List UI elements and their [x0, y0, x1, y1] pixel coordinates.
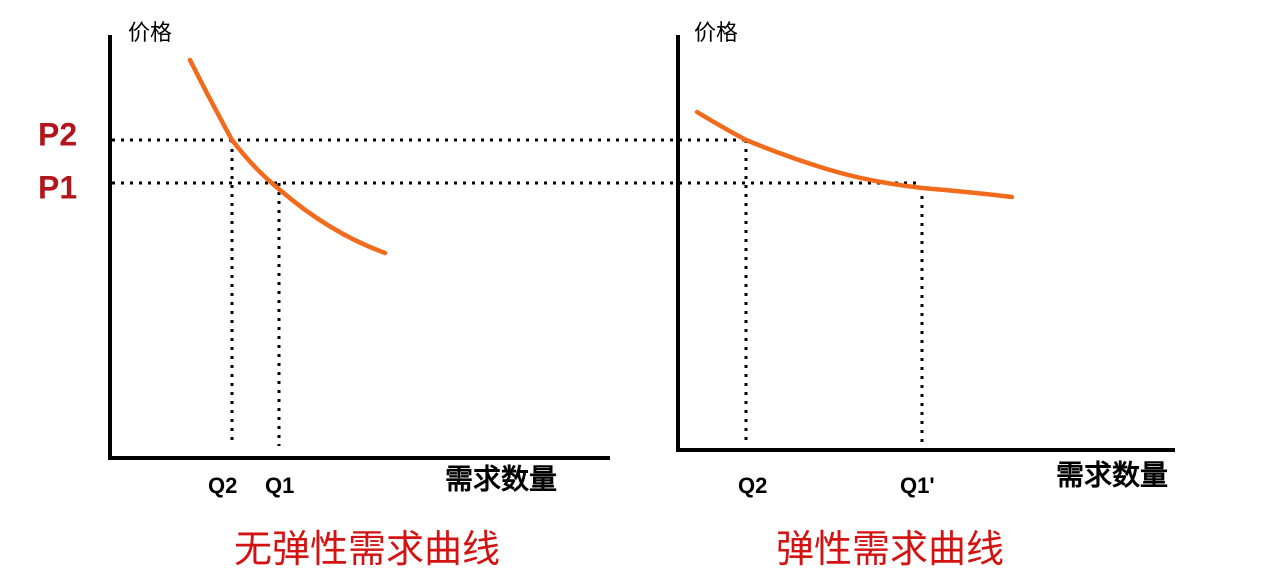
axes [108, 35, 610, 460]
y-axis-label: 价格 [694, 20, 738, 45]
caption: 无弹性需求曲线 [234, 529, 500, 571]
quantity-label: Q1' [900, 473, 935, 498]
x-axis-label: 需求数量 [1056, 459, 1168, 490]
quantity-label: Q2 [208, 473, 237, 498]
y-axis-label: 价格 [128, 20, 172, 45]
quantity-label: Q1 [265, 473, 294, 498]
price-label: P2 [38, 116, 77, 152]
x-axis-label: 需求数量 [445, 463, 557, 494]
price-label: P1 [38, 169, 77, 205]
demand-curve [694, 109, 1015, 200]
caption: 弹性需求曲线 [776, 529, 1004, 571]
quantity-label: Q2 [738, 473, 767, 498]
axes [676, 35, 1175, 452]
demand-curve [187, 57, 388, 256]
